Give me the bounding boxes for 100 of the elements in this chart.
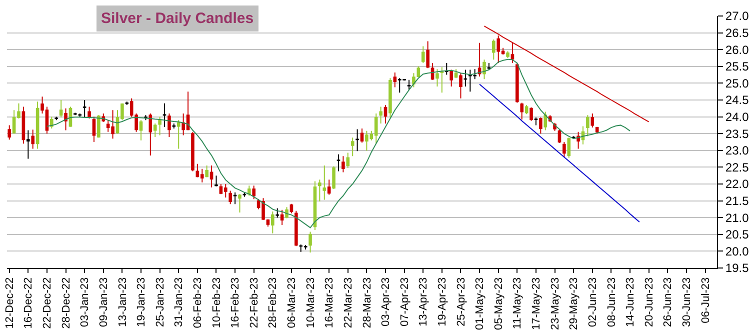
- candlestick: [242, 192, 246, 198]
- candlestick: [520, 102, 524, 120]
- line-series: [479, 84, 640, 222]
- candlestick: [8, 124, 11, 140]
- candlestick: [426, 40, 430, 69]
- candlestick: [158, 116, 162, 136]
- candlestick: [482, 59, 486, 80]
- x-tick-label: 13-Jan-23: [116, 277, 129, 327]
- candlestick: [148, 112, 152, 156]
- line-series: [46, 58, 631, 228]
- x-tick-label: 20-Jun-23: [643, 277, 656, 327]
- candlestick: [168, 112, 171, 138]
- y-tick-label: 27.0: [725, 9, 750, 24]
- line-series: [484, 26, 650, 122]
- candlestick: [205, 165, 208, 178]
- chart-title: Silver - Daily Candles: [101, 10, 254, 27]
- candlestick: [459, 72, 462, 99]
- x-tick-label: 06-Feb-23: [192, 277, 204, 328]
- y-tick-label: 21.5: [725, 194, 750, 208]
- candlestick: [379, 106, 382, 124]
- candlestick: [276, 208, 280, 218]
- candlestick: [64, 108, 68, 131]
- y-tick-label: 24.5: [725, 93, 750, 108]
- candlestick: [506, 50, 510, 58]
- candlestick: [342, 156, 345, 173]
- candlestick: [562, 142, 566, 158]
- candlestick: [581, 126, 585, 145]
- candlestick: [356, 128, 359, 152]
- candlestick: [285, 206, 288, 219]
- candlestick: [82, 100, 86, 118]
- candlestick: [22, 106, 26, 144]
- x-tick-label: 03-Jan-23: [79, 277, 92, 327]
- x-tick-label: 01-May-23: [474, 277, 486, 330]
- y-tick-label: 23.5: [725, 126, 750, 141]
- candlestick: [228, 190, 232, 205]
- candlestick: [248, 185, 251, 196]
- candlestick: [558, 129, 562, 144]
- x-tick-label: 08-Jun-23: [606, 277, 618, 327]
- x-tick-label: 02-Jun-23: [586, 277, 599, 327]
- candlestick: [440, 66, 444, 94]
- candlestick: [350, 137, 354, 157]
- x-tick-label: 06-Mar-23: [286, 277, 298, 328]
- candlestick: [454, 68, 458, 79]
- candlestick: [54, 116, 58, 121]
- x-tick-label: 16-Feb-23: [230, 277, 242, 328]
- y-tick-label: 20.5: [725, 228, 750, 242]
- y-tick-label: 21.0: [725, 210, 750, 225]
- candlestick: [534, 116, 538, 126]
- candlestick: [510, 42, 514, 64]
- x-tick-label: 13-Apr-23: [418, 277, 430, 326]
- candlestick: [144, 114, 148, 121]
- y-tick-label: 24.0: [725, 110, 750, 124]
- candlestick: [88, 106, 91, 119]
- x-tick-label: 10-Feb-23: [210, 277, 223, 328]
- candlestick: [313, 180, 317, 231]
- x-tick-label: 07-Apr-23: [398, 277, 411, 326]
- x-tick-label: 28-Dec-22: [60, 277, 72, 329]
- candlestick: [252, 185, 256, 200]
- x-tick-label: 28-Mar-23: [361, 277, 374, 328]
- candlestick: [224, 184, 228, 198]
- candlestick: [487, 62, 491, 70]
- x-tick-label: 26-Jun-23: [662, 277, 674, 327]
- candlestick: [492, 39, 496, 60]
- x-tick-label: 09-Jan-23: [98, 277, 110, 327]
- x-tick-label: 10-Mar-23: [304, 277, 317, 328]
- y-tick-label: 26.0: [725, 42, 750, 57]
- candlestick: [464, 69, 468, 88]
- candlestick: [421, 46, 425, 64]
- candlestick: [162, 102, 166, 128]
- candlestick: [78, 112, 82, 118]
- x-tick-label: 25-Jan-23: [154, 277, 166, 327]
- x-tick-label: 03-Apr-23: [380, 277, 392, 326]
- candlestick: [318, 179, 322, 202]
- candlestick: [327, 179, 331, 196]
- x-tick-label: 22-Dec-22: [42, 277, 54, 329]
- candlestick: [172, 123, 176, 130]
- candlestick: [567, 137, 571, 158]
- x-tick-label: 05-May-23: [492, 277, 505, 330]
- candlestick: [214, 175, 218, 187]
- x-tick-label: 23-May-23: [549, 277, 562, 330]
- candlestick: [450, 69, 453, 88]
- candlestick: [36, 101, 40, 150]
- x-tick-label: 14-Jun-23: [624, 277, 637, 327]
- candlestick: [524, 104, 528, 115]
- candlestick: [59, 100, 63, 118]
- y-tick-label: 23.0: [725, 144, 750, 158]
- y-tick-label: 25.5: [725, 60, 750, 74]
- candlestick: [294, 210, 298, 247]
- y-tick-label: 20.0: [725, 244, 750, 258]
- candlestick: [576, 131, 580, 150]
- candlestick: [97, 114, 100, 138]
- x-tick-label: 31-Jan-23: [173, 277, 186, 327]
- x-tick-label: 19-Jan-23: [136, 277, 148, 327]
- candlestick: [516, 62, 519, 104]
- candlestick: [153, 123, 157, 138]
- candlestick: [308, 231, 312, 254]
- candlestick: [544, 111, 548, 131]
- candlestick: [590, 112, 594, 128]
- candlestick: [530, 106, 533, 122]
- candlestick: [271, 211, 274, 234]
